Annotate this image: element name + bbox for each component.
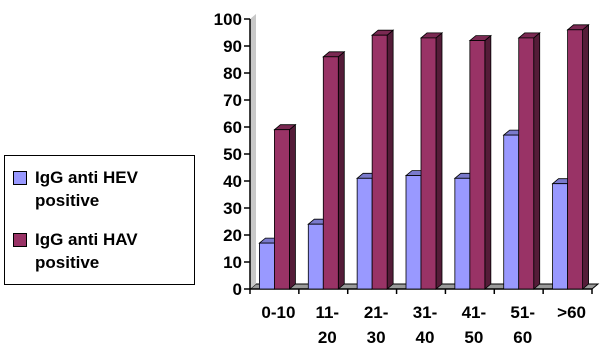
legend-item-hev: IgG anti HEV positive (13, 166, 185, 212)
bar (518, 37, 535, 290)
bar (454, 177, 471, 290)
tick-labels: 0 10 20 30 40 50 60 70 80 90 100 0-10 11- 20 21- 30 31- 4… (214, 10, 586, 347)
x-tick-label: 21- (364, 303, 389, 322)
legend: IgG anti HEV positive IgG anti HAV posit… (4, 155, 195, 285)
bar (469, 40, 486, 290)
bar (420, 37, 437, 290)
y-tick-label: 70 (223, 91, 242, 110)
x-tick-label: 31- (413, 303, 438, 322)
bar (322, 56, 339, 290)
x-tick-label: 30 (367, 328, 386, 347)
legend-label-hav: IgG anti HAV positive (35, 230, 138, 272)
bar-side (386, 29, 394, 290)
bar (552, 183, 568, 290)
legend-label-hev: IgG anti HEV positive (35, 168, 138, 210)
bar-side (533, 32, 541, 290)
y-tick-label: 100 (214, 10, 242, 29)
plot-side-wall (250, 14, 256, 289)
bars (258, 23, 590, 290)
y-tick-label: 0 (233, 280, 242, 299)
bar (307, 223, 324, 290)
x-tick-label: 41- (462, 303, 487, 322)
y-tick-label: 90 (223, 37, 242, 56)
legend-swatch-hav (13, 233, 27, 247)
y-tick-label: 80 (223, 64, 242, 83)
bar (567, 29, 583, 290)
y-tick-label: 20 (223, 226, 242, 245)
bar-side (435, 32, 443, 290)
bar (371, 34, 388, 290)
bar-side (582, 23, 589, 290)
y-tick-label: 60 (223, 118, 242, 137)
x-tick-label: 40 (416, 328, 435, 347)
x-tick-label: 60 (513, 328, 532, 347)
bar (274, 129, 290, 290)
x-tick-label: 51- (510, 303, 535, 322)
x-tick-label: >60 (557, 303, 586, 322)
x-tick-label: 11- (315, 303, 339, 322)
y-tick-label: 40 (223, 172, 242, 191)
x-tick-label: 20 (318, 328, 337, 347)
bar-side (337, 50, 345, 290)
y-tick-label: 30 (223, 199, 242, 218)
bar (503, 134, 520, 290)
legend-item-hav: IgG anti HAV positive (13, 228, 185, 274)
x-tick-label: 0-10 (261, 303, 295, 322)
bar (259, 242, 275, 290)
bar-side (484, 34, 492, 290)
bar (356, 177, 373, 290)
y-tick-label: 50 (223, 145, 242, 164)
legend-swatch-hev (13, 171, 27, 185)
x-tick-label: 50 (464, 328, 483, 347)
bar-side (289, 123, 296, 290)
bar (405, 175, 422, 290)
y-tick-label: 10 (223, 253, 242, 272)
